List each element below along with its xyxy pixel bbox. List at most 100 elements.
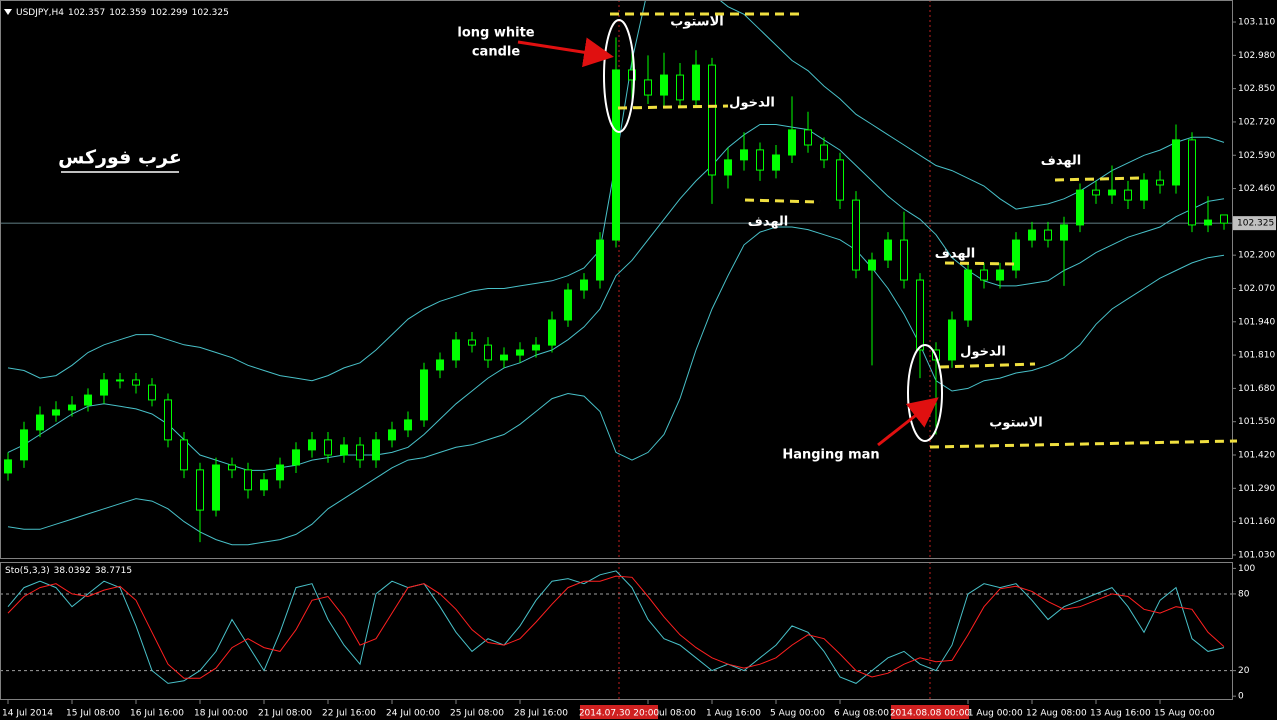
symbol: USDJPY,H4: [16, 8, 64, 18]
candle-body: [964, 269, 972, 321]
stochastic-title: Sto(5,3,3): [5, 566, 50, 576]
stochastic-signal: [7, 575, 1225, 679]
dropdown-icon[interactable]: [4, 9, 12, 15]
time-marker-label: 2014.08.08 00:00: [890, 709, 971, 719]
candle-body: [1060, 224, 1068, 241]
x-tick-label: 14 Jul 2014: [2, 709, 53, 719]
candle-body: [404, 419, 412, 431]
candle-body: [532, 344, 540, 351]
candle-body: [676, 74, 684, 101]
y-tick-label: 102.460: [1238, 184, 1275, 194]
candle-body: [148, 384, 156, 401]
x-tick-label: 11 Aug 00:00: [962, 709, 1023, 719]
x-tick-label: 5 Aug 00:00: [770, 709, 825, 719]
close-value: 102.325: [192, 8, 229, 18]
y-tick-label: 101.420: [1238, 451, 1275, 461]
candle-body: [308, 439, 316, 451]
candle-body: [356, 444, 364, 461]
annotation: candle: [472, 45, 520, 60]
candle-body: [68, 404, 76, 411]
time-marker-label: 2014.07.30 20:00: [579, 709, 660, 719]
candle-body: [980, 269, 988, 281]
x-tick-label: 24 Jul 00:00: [386, 709, 440, 719]
annotation: الدخول: [729, 96, 775, 111]
candle-body: [388, 429, 396, 441]
candle-body: [724, 159, 732, 176]
annotation: long white: [457, 26, 534, 41]
x-tick-label: 18 Jul 00:00: [194, 709, 248, 719]
high-value: 102.359: [109, 8, 146, 18]
y-tick-label: 101.160: [1238, 517, 1275, 527]
x-tick-label: 16 Jul 16:00: [130, 709, 184, 719]
stop-line: [929, 439, 1238, 449]
candle-body: [484, 344, 492, 361]
annotation: الاستوب: [670, 15, 723, 30]
y-tick-label: 80: [1238, 589, 1250, 599]
target-line: [944, 261, 1016, 266]
candle-body: [1220, 214, 1228, 224]
x-tick-label: 21 Jul 08:00: [258, 709, 312, 719]
candle-body: [1156, 179, 1164, 186]
candle-body: [1044, 229, 1052, 241]
highlight-ellipse: [907, 344, 943, 442]
candle-body: [852, 199, 860, 271]
candle-body: [36, 414, 44, 431]
stochastic-layer: [1, 563, 1232, 699]
candle-body: [548, 319, 556, 346]
candle-body: [628, 69, 636, 81]
candle-body: [708, 64, 716, 176]
candle-body: [132, 379, 140, 386]
stochastic-main: [7, 570, 1225, 684]
y-tick-label: 101.940: [1238, 317, 1275, 327]
candle-body: [756, 149, 764, 171]
annotation: الهدف: [1041, 154, 1082, 169]
candle-body: [900, 239, 908, 281]
overlay-layer: USDJPY,H4 102.357 102.359 102.299 102.325 St…: [2, 8, 1276, 719]
y-tick-label: 102.070: [1238, 284, 1275, 294]
y-tick-label: 102.590: [1238, 151, 1275, 161]
target-line: [744, 198, 821, 204]
low-value: 102.299: [150, 8, 187, 18]
candle-body: [804, 129, 812, 146]
candle-body: [372, 439, 380, 461]
x-tick-label: 6 Aug 08:00: [834, 709, 889, 719]
candle-body: [52, 409, 60, 416]
y-tick-label: 102.850: [1238, 84, 1275, 94]
y-tick-label: 103.110: [1238, 18, 1275, 28]
candle-body: [596, 239, 604, 281]
x-tick-label: 31 Jul 08:00: [642, 709, 696, 719]
candle-body: [468, 339, 476, 346]
candle-body: [916, 279, 924, 351]
sub-panel: [0, 562, 1233, 700]
current-price-box: [1233, 216, 1276, 231]
x-tick-label: 15 Jul 08:00: [66, 709, 120, 719]
y-tick-label: 100: [1238, 564, 1255, 574]
candle-body: [788, 129, 796, 156]
candle-body: [996, 269, 1004, 281]
candle-body: [212, 464, 220, 511]
x-tick-label: 22 Jul 16:00: [322, 709, 376, 719]
highlight-ellipse: [603, 19, 635, 133]
price-layer: [1, 1, 1232, 558]
candle-body: [1124, 189, 1132, 201]
y-tick-label: 101.030: [1238, 550, 1275, 560]
time-marker-box: [580, 705, 658, 719]
candle-body: [420, 369, 428, 421]
candle-body: [1140, 179, 1148, 201]
main-panel: [0, 0, 1233, 559]
candle-body: [84, 394, 92, 406]
candle-body: [612, 69, 620, 241]
candle-body: [260, 479, 268, 491]
y-tick-label: 101.550: [1238, 417, 1275, 427]
x-tick-label: 12 Aug 08:00: [1026, 709, 1087, 719]
candle-body: [1108, 189, 1116, 196]
candle-body: [1092, 189, 1100, 196]
candle-body: [292, 449, 300, 466]
bollinger-middle: [7, 124, 1225, 471]
x-tick-label: 28 Jul 16:00: [514, 709, 568, 719]
y-tick-label: 0: [1238, 692, 1244, 702]
bollinger-lower: [7, 226, 1225, 546]
symbol-header: USDJPY,H4 102.357 102.359 102.299 102.325: [16, 8, 229, 18]
y-tick-label: 102.200: [1238, 251, 1275, 261]
stochastic-header: Sto(5,3,3) 38.0392 38.7715: [5, 566, 132, 576]
